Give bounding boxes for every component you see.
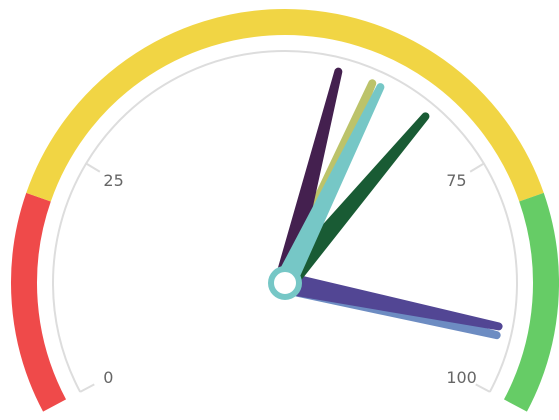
needle-5 bbox=[275, 83, 385, 288]
needle-1 bbox=[282, 272, 503, 331]
needle-4 bbox=[274, 67, 343, 286]
tick-marks bbox=[79, 162, 491, 393]
needle-pivot bbox=[268, 266, 302, 300]
tick-mark-100 bbox=[475, 383, 491, 393]
tick-mark-0 bbox=[79, 383, 95, 393]
tick-mark-75 bbox=[469, 162, 485, 173]
inner-scale-arc bbox=[52, 49, 518, 393]
tick-labels: 0 25 75 100 bbox=[103, 171, 477, 387]
band-1 bbox=[26, 9, 544, 202]
tick-label-75: 75 bbox=[446, 171, 466, 190]
band-2 bbox=[503, 192, 559, 412]
needles bbox=[274, 67, 503, 340]
tick-label-25: 25 bbox=[103, 171, 123, 190]
tick-label-100: 100 bbox=[446, 368, 477, 387]
tick-label-0: 0 bbox=[103, 368, 113, 387]
band-0 bbox=[11, 192, 67, 412]
needle-2 bbox=[276, 112, 430, 291]
tick-mark-25 bbox=[85, 162, 101, 173]
color-bands bbox=[11, 9, 559, 412]
